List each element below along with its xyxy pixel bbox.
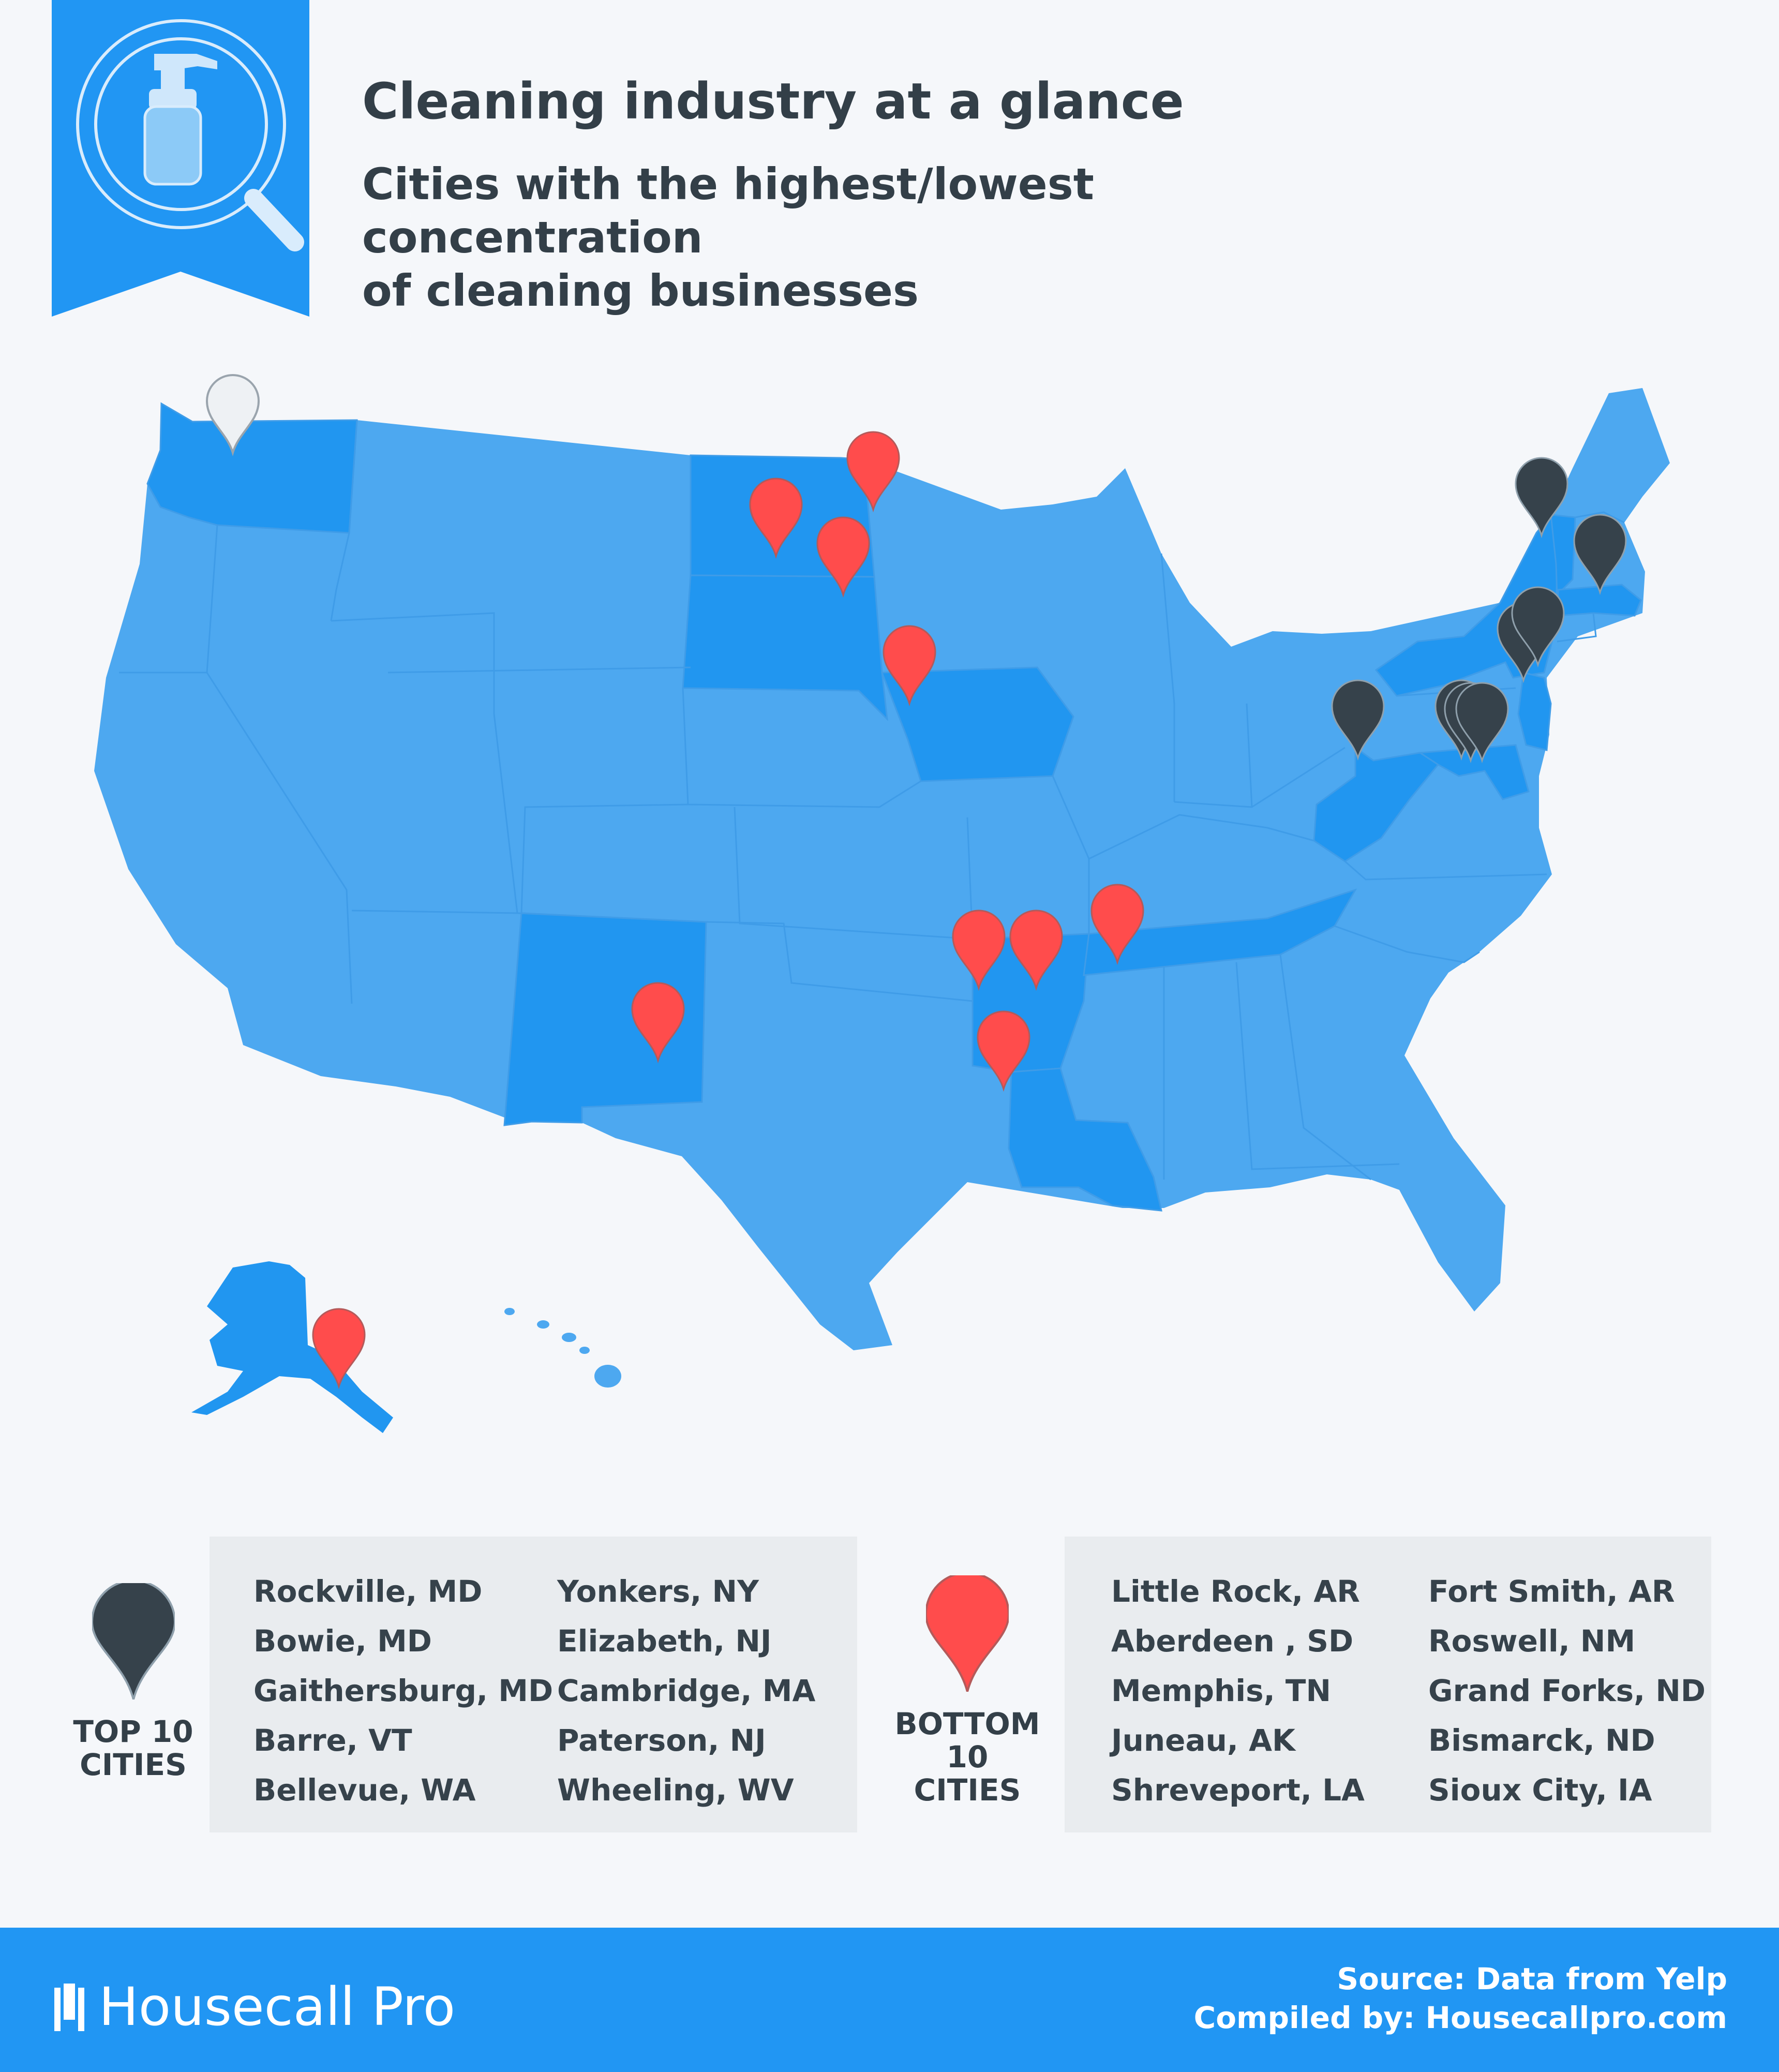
list-item: Elizabeth, NJ <box>557 1623 772 1659</box>
legend-bottom-pin-icon <box>926 1575 1009 1692</box>
page-title: Cleaning industry at a glance <box>362 72 1184 130</box>
source-line: Source: Data from Yelp <box>1337 1961 1727 1996</box>
map-pins <box>205 374 1627 1390</box>
top-cities-right-column: Yonkers, NY Elizabeth, NJ Cambridge, MA … <box>557 1567 815 1815</box>
list-item: Memphis, TN <box>1111 1673 1332 1708</box>
list-item: Juneau, AK <box>1111 1723 1295 1758</box>
list-item: Gaithersburg, MD <box>253 1673 554 1708</box>
list-item: Bismarck, ND <box>1428 1723 1655 1758</box>
list-item: Fort Smith, AR <box>1428 1574 1675 1609</box>
list-item: Grand Forks, ND <box>1428 1673 1706 1708</box>
list-item: Roswell, NM <box>1428 1623 1636 1659</box>
map-pin-bottom-8[interactable] <box>977 1010 1030 1092</box>
list-item: Wheeling, WV <box>557 1772 794 1808</box>
map-pin-bottom-6[interactable] <box>952 910 1006 991</box>
state-hi <box>504 1308 621 1388</box>
legend-top-label: TOP 10 CITIES <box>73 1714 193 1782</box>
footer: Housecall Pro Source: Data from Yelp Com… <box>0 1928 1779 2072</box>
list-item: Sioux City, IA <box>1428 1772 1652 1808</box>
us-map <box>94 374 1670 1433</box>
contiguous-us-shape <box>94 388 1670 1350</box>
state-wa <box>146 402 358 534</box>
map-pin-bottom-4[interactable] <box>883 625 936 707</box>
subtitle-line-1: Cities with the highest/lowest concentra… <box>362 159 1094 263</box>
list-item: Yonkers, NY <box>557 1574 759 1609</box>
map-pin-empty[interactable] <box>205 374 260 456</box>
map-pin-bottom-2[interactable] <box>749 478 803 559</box>
list-item: Cambridge, MA <box>557 1673 816 1708</box>
header-ribbon <box>52 0 309 317</box>
brand[interactable]: Housecall Pro <box>54 1976 455 2038</box>
map-pin-bottom-1[interactable] <box>846 431 900 513</box>
map-states <box>94 388 1670 1350</box>
map-pin-top-5[interactable] <box>1331 679 1385 761</box>
map-pin-bottom-7[interactable] <box>1009 910 1063 991</box>
bottom-cities-right-column: Fort Smith, AR Roswell, NM Grand Forks, … <box>1428 1567 1706 1815</box>
state-wv <box>1313 746 1440 862</box>
map-pin-top-2[interactable] <box>1573 514 1627 595</box>
map-pin-top-4[interactable] <box>1511 586 1565 668</box>
subtitle-line-2: of cleaning businesses <box>362 265 919 316</box>
state-vt <box>1550 514 1576 597</box>
top-cities-panel: Rockville, MD Bowie, MD Gaithersburg, MD… <box>210 1537 857 1832</box>
map-pin-top-1[interactable] <box>1515 457 1568 539</box>
state-md <box>1417 744 1530 800</box>
map-pin-bottom-10[interactable] <box>312 1308 366 1390</box>
legend-top-pin-icon <box>92 1583 175 1700</box>
state-ak <box>191 1261 393 1433</box>
housecall-pro-logo-icon <box>54 1983 84 2031</box>
list-item: Aberdeen , SD <box>1111 1623 1354 1659</box>
top-cities-left-column: Rockville, MD Bowie, MD Gaithersburg, MD… <box>253 1567 553 1815</box>
page-subtitle: Cities with the highest/lowest concentra… <box>362 158 1448 318</box>
compiled-line: Compiled by: Housecallpro.com <box>1193 2000 1727 2035</box>
list-item: Rockville, MD <box>253 1574 483 1609</box>
legend-bottom-label: BOTTOM 10 CITIES <box>894 1706 1040 1808</box>
spray-bottle-magnifier-icon <box>76 19 304 251</box>
list-item: Little Rock, AR <box>1111 1574 1360 1609</box>
map-pin-top-8[interactable] <box>1455 682 1509 764</box>
brand-name: Housecall Pro <box>99 1976 456 2038</box>
list-item: Bowie, MD <box>253 1623 432 1659</box>
state-la <box>1008 1067 1162 1212</box>
source-credit: Source: Data from Yelp Compiled by: Hous… <box>1194 1960 1727 2037</box>
bottom-cities-left-column: Little Rock, AR Aberdeen , SD Memphis, T… <box>1111 1567 1365 1815</box>
list-item: Shreveport, LA <box>1111 1772 1365 1808</box>
state-nj <box>1517 672 1552 751</box>
list-item: Bellevue, WA <box>253 1772 476 1808</box>
map-pin-bottom-9[interactable] <box>631 982 685 1064</box>
state-nm <box>503 912 707 1126</box>
list-item: Paterson, NJ <box>557 1723 766 1758</box>
map-pin-bottom-5[interactable] <box>1090 884 1144 965</box>
bottom-cities-panel: Little Rock, AR Aberdeen , SD Memphis, T… <box>1065 1537 1711 1832</box>
map-pin-bottom-3[interactable] <box>816 516 870 598</box>
list-item: Barre, VT <box>253 1723 412 1758</box>
